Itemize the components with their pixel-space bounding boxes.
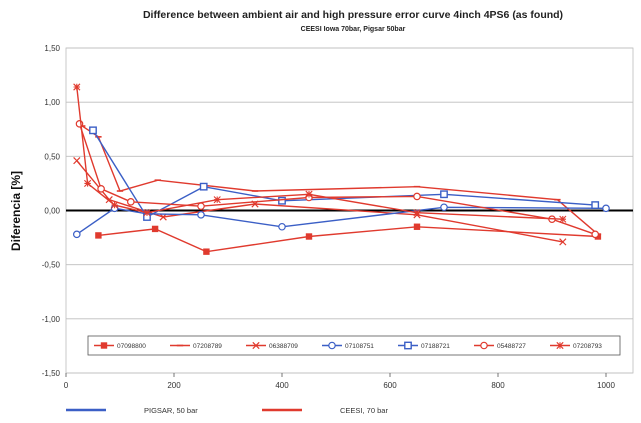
- data-point: [73, 230, 81, 239]
- data-point: [159, 213, 167, 221]
- data-point: [559, 215, 567, 223]
- data-point: [199, 182, 208, 191]
- series-07098800: [95, 223, 602, 255]
- y-tick-label: -1,00: [42, 315, 61, 324]
- chart-subtitle: CEESI Iowa 70bar, Pigsar 50bar: [301, 26, 406, 33]
- y-tick-label: 0,50: [44, 152, 60, 161]
- data-point: [440, 190, 448, 199]
- data-point: [151, 225, 159, 233]
- y-tick-label: 1,50: [44, 44, 60, 53]
- data-point: [84, 179, 92, 188]
- series-line: [76, 160, 563, 243]
- data-point: [213, 196, 221, 204]
- y-tick-label: 1,00: [44, 98, 60, 107]
- data-point: [95, 232, 102, 239]
- legend-label: 07098800: [117, 343, 146, 350]
- y-tick-label: 0,00: [44, 207, 60, 216]
- data-point: [591, 201, 600, 209]
- data-point: [127, 198, 135, 206]
- data-point: [73, 83, 81, 91]
- x-tick-label: 800: [491, 381, 505, 390]
- legend-label: 07208793: [573, 343, 602, 350]
- data-point: [413, 192, 421, 201]
- series-line: [98, 226, 598, 253]
- x-tick-label: 400: [275, 381, 289, 390]
- data-point: [440, 203, 448, 212]
- y-tick-label: -1,50: [42, 369, 61, 378]
- data-point: [197, 211, 205, 219]
- x-tick-label: 200: [167, 381, 181, 390]
- data-point: [404, 341, 412, 350]
- data-point: [203, 248, 210, 255]
- data-point: [556, 341, 564, 350]
- y-axis-label: Diferencia [%]: [9, 171, 23, 251]
- data-point: [111, 201, 119, 209]
- data-point: [252, 341, 260, 350]
- x-tick-label: 0: [64, 381, 69, 390]
- data-point: [602, 204, 610, 213]
- data-point: [305, 233, 313, 240]
- legend-box: [87, 335, 621, 356]
- legend: 07098800 07208789 06388709 07108751 07188721…: [87, 335, 621, 356]
- legend-label: 06388709: [269, 343, 298, 350]
- y-tick-label: -0,50: [42, 261, 61, 270]
- data-point: [559, 238, 567, 246]
- tick-labels: 1,50 1,00 0,50 0,00 -0,50 -1,00 -1,500 200 400 60…: [42, 44, 616, 390]
- data-point: [73, 157, 81, 165]
- legend-bottom: PIGSAR, 50 bar CEESI, 70 bar: [66, 406, 388, 415]
- data-point: [328, 341, 336, 350]
- data-point: [480, 341, 488, 350]
- legend2-label: PIGSAR, 50 bar: [144, 406, 198, 415]
- data-point: [413, 223, 421, 230]
- series-07188721: [89, 126, 600, 221]
- data-point: [97, 185, 105, 193]
- series-line: [78, 123, 596, 235]
- data-point: [143, 209, 151, 217]
- legend-label: 07108751: [345, 343, 374, 350]
- data-point: [197, 202, 205, 210]
- series-07208793: [73, 83, 567, 223]
- data-point: [305, 190, 313, 198]
- data-point: [100, 342, 108, 349]
- data-point: [278, 196, 286, 205]
- series-05488727: [75, 120, 600, 239]
- data-point: [591, 230, 600, 239]
- x-tick-label: 600: [383, 381, 397, 390]
- data-point: [89, 126, 97, 135]
- series-line: [76, 86, 563, 220]
- series-06388709: [73, 157, 567, 246]
- x-tick-label: 1000: [597, 381, 615, 390]
- legend2-label: CEESI, 70 bar: [340, 406, 388, 415]
- data-point: [413, 209, 421, 217]
- legend-label: 05488727: [497, 343, 526, 350]
- data-point: [278, 222, 286, 231]
- chart-title: Difference between ambient air and high …: [143, 9, 563, 21]
- legend-label: 07208789: [193, 343, 222, 350]
- legend-label: 07188721: [421, 343, 450, 350]
- series-group: [73, 83, 610, 255]
